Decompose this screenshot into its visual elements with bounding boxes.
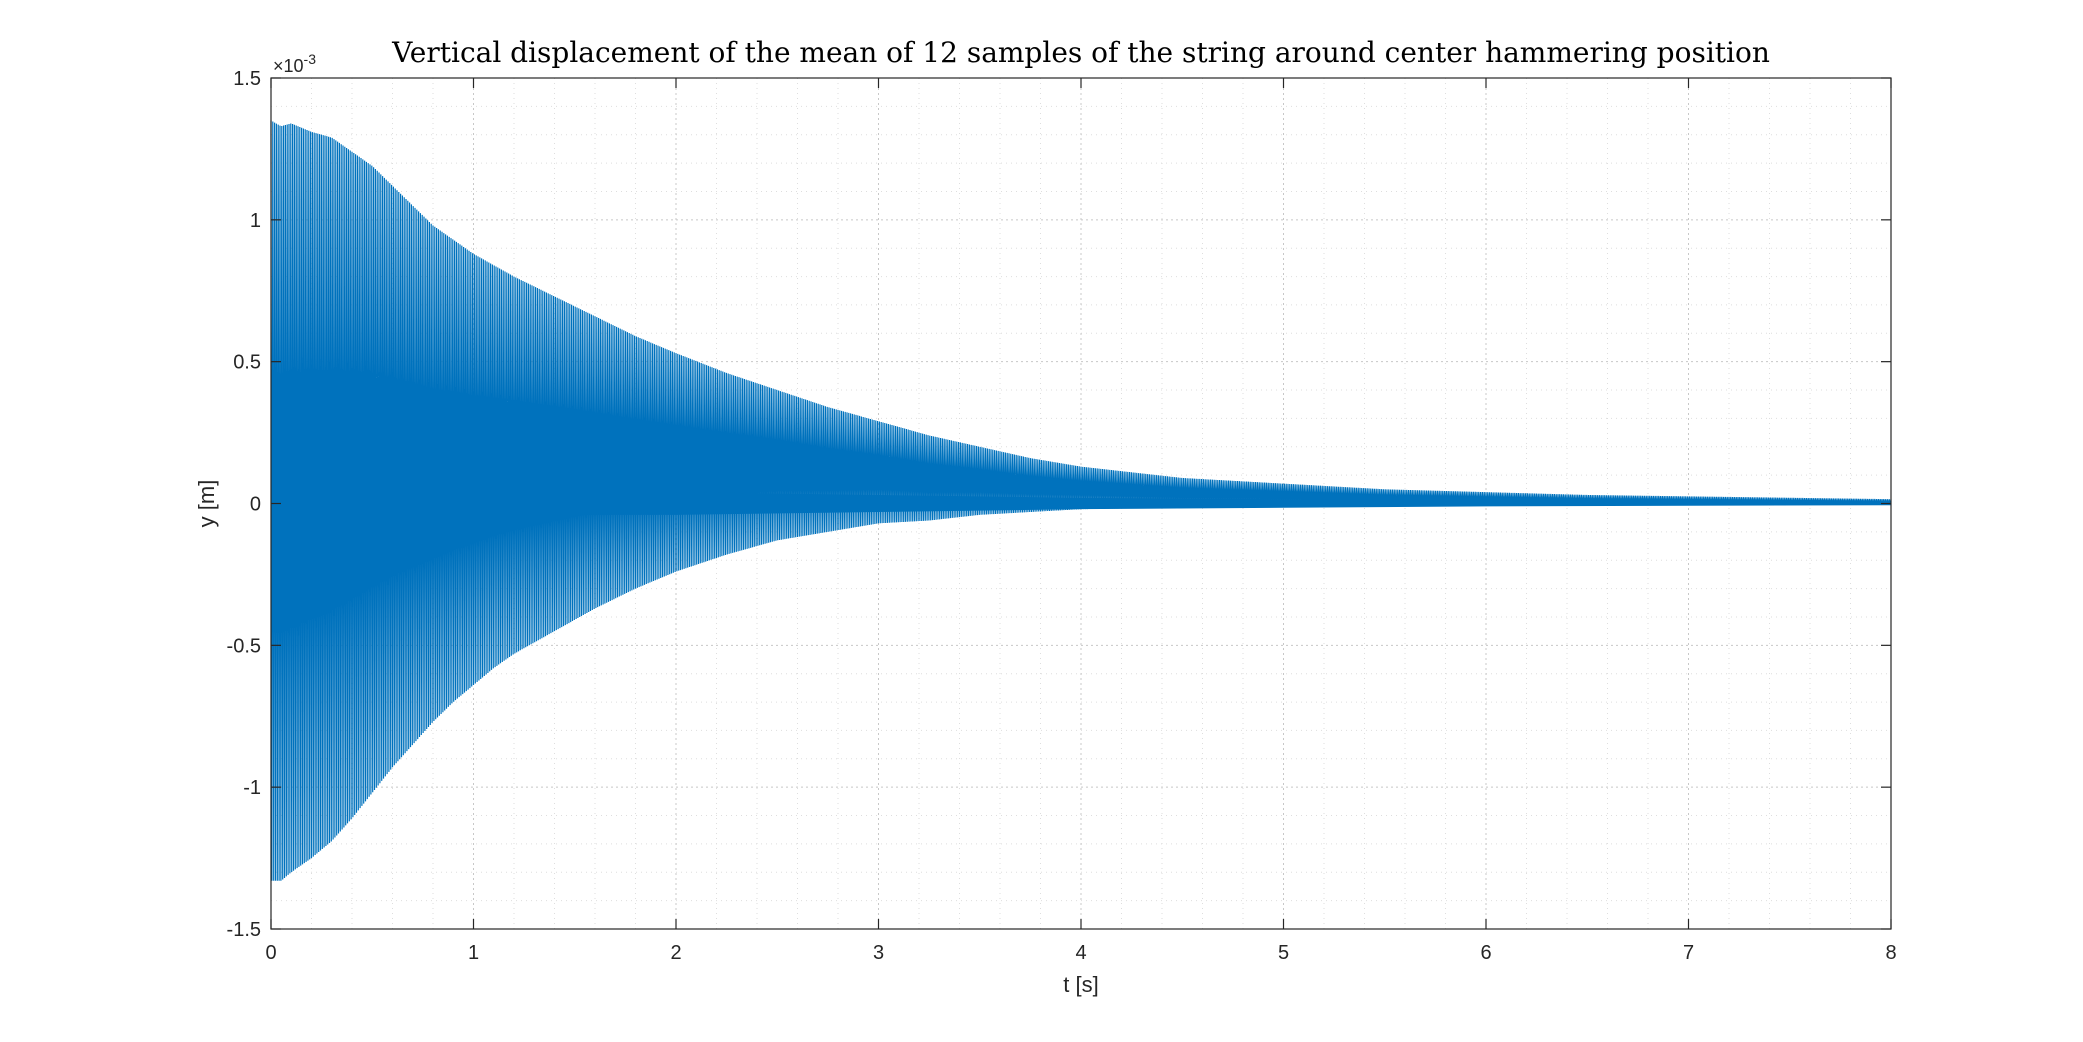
y-axis-exponent: ×10-3 <box>273 51 316 76</box>
y-tick-label: 0.5 <box>233 352 261 374</box>
y-exponent-base: ×10 <box>273 56 304 76</box>
y-axis-label: y [m] <box>194 480 219 528</box>
x-tick-label: 5 <box>1278 942 1289 964</box>
y-tick-label: -1.5 <box>227 919 261 941</box>
series-layer <box>270 120 1892 881</box>
x-axis-label: t [s] <box>1063 972 1098 997</box>
x-tick-label: 7 <box>1683 942 1694 964</box>
x-tick-label: 4 <box>1075 942 1086 964</box>
y-tick-label: -1 <box>243 777 261 799</box>
x-tick-label: 3 <box>873 942 884 964</box>
y-tick-label: -0.5 <box>227 635 261 657</box>
y-tick-label: 1.5 <box>233 68 261 90</box>
x-tick-label: 0 <box>265 942 276 964</box>
x-tick-label: 1 <box>468 942 479 964</box>
x-tick-label: 2 <box>670 942 681 964</box>
series-line <box>270 120 1892 881</box>
x-tick-label: 6 <box>1480 942 1491 964</box>
y-tick-label: 1 <box>250 210 261 232</box>
y-tick-label: 0 <box>250 494 261 516</box>
y-exponent-power: -3 <box>304 51 317 67</box>
series-core-band <box>271 492 1891 515</box>
axes-layer <box>270 77 1892 930</box>
chart-title: Vertical displacement of the mean of 12 … <box>391 36 1770 69</box>
tick-labels: 0 1 2 3 4 5 6 7 8 -1.5 -1 -0.5 0 0.5 1 1.5 <box>227 68 1897 964</box>
x-tick-label: 8 <box>1885 942 1896 964</box>
